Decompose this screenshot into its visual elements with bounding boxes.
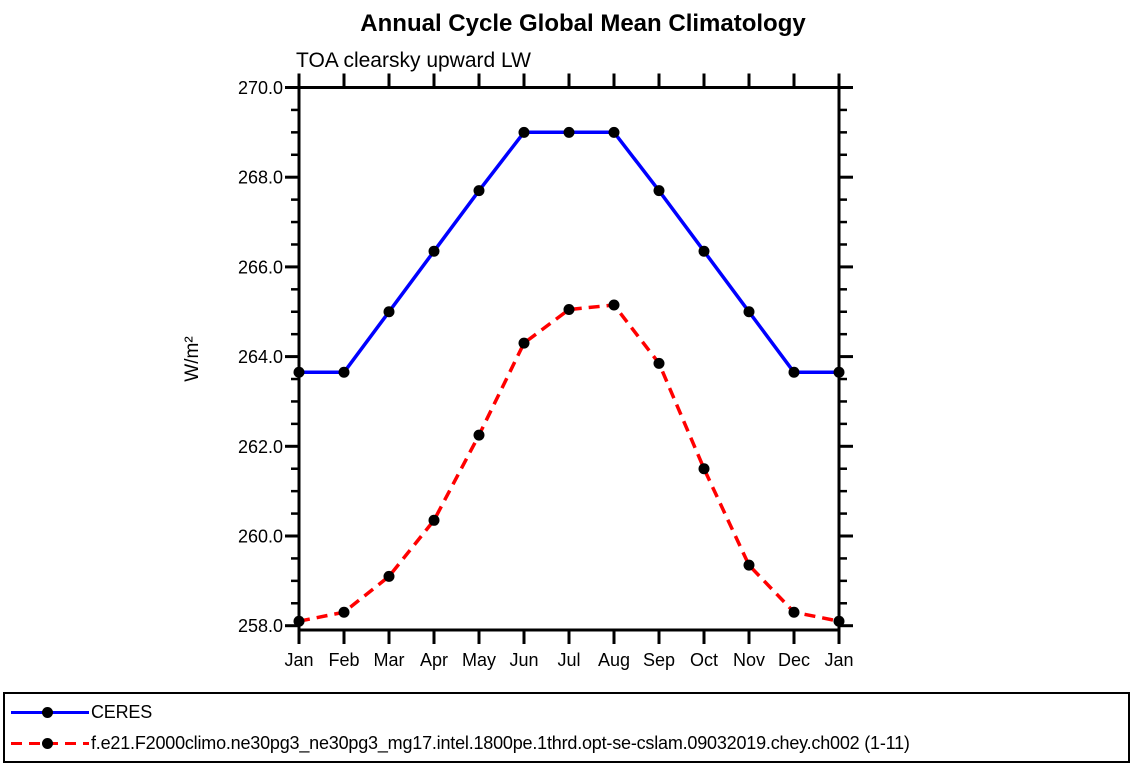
y-tick-label: 266.0 (238, 257, 283, 277)
data-point-marker (383, 570, 395, 582)
data-point-marker (653, 185, 665, 197)
plot-frame (297, 86, 841, 632)
chart-subtitle: TOA clearsky upward LW (296, 49, 531, 72)
data-point-marker (698, 463, 710, 475)
data-point-marker (473, 185, 485, 197)
data-point-marker (743, 306, 755, 318)
data-point-marker (338, 606, 350, 618)
y-tick-label: 258.0 (238, 616, 283, 636)
data-point-marker (653, 357, 665, 369)
x-tick-label: Feb (328, 650, 359, 670)
x-tick-label: Jul (557, 650, 580, 670)
data-point-marker (428, 245, 440, 257)
x-tick-label: Jan (824, 650, 853, 670)
y-tick-label: 262.0 (238, 437, 283, 457)
data-point-marker (698, 245, 710, 257)
x-tick-label: May (462, 650, 496, 670)
y-tick-labels: 258.0 260.0 262.0 264.0 266.0 268.0 270.0 (238, 78, 283, 636)
data-series (293, 126, 845, 627)
data-point-marker (338, 366, 350, 378)
x-tick-label: Apr (420, 650, 448, 670)
legend-item-model: f.e21.F2000climo.ne30pg3_ne30pg3_mg17.in… (11, 731, 1126, 755)
data-point-marker (428, 514, 440, 526)
data-point-marker (833, 615, 845, 627)
data-point-marker (293, 615, 305, 627)
data-point-marker (518, 337, 530, 349)
data-point-marker (788, 606, 800, 618)
y-tick-label: 270.0 (238, 78, 283, 98)
x-tick-label: Jan (284, 650, 313, 670)
y-tick-label: 268.0 (238, 168, 283, 188)
data-point-marker (788, 366, 800, 378)
x-tick-label: Aug (598, 650, 630, 670)
x-tick-label: Dec (778, 650, 810, 670)
data-point-marker (608, 126, 620, 138)
y-tick-label: 260.0 (238, 527, 283, 547)
data-point-marker (743, 559, 755, 571)
x-tick-label: Mar (374, 650, 405, 670)
legend: CERES f.e21.F2000climo.ne30pg3_ne30pg3_m… (3, 692, 1130, 763)
data-point-marker (383, 306, 395, 318)
x-tick-label: Oct (690, 650, 718, 670)
x-tick-label: Sep (643, 650, 675, 670)
chart-title: Annual Cycle Global Mean Climatology (360, 10, 806, 37)
data-point-marker (518, 126, 530, 138)
series-line-1 (298, 303, 840, 623)
axis-box (297, 86, 841, 632)
legend-item-ceres: CERES (11, 700, 1126, 724)
circle-marker-icon (42, 706, 53, 718)
legend-swatch-model (11, 731, 89, 755)
data-point-marker (608, 299, 620, 311)
data-point-marker (563, 304, 575, 316)
series-line-0 (299, 130, 839, 375)
data-point-marker (293, 366, 305, 378)
x-tick-labels: Jan Feb Mar Apr May Jun Jul Aug Sep Oct Nov Dec Jan (284, 650, 853, 670)
data-point-marker (833, 366, 845, 378)
y-axis-label: W/m² (182, 336, 203, 381)
data-point-marker (473, 429, 485, 441)
data-point-marker (563, 126, 575, 138)
y-axis-ticks (285, 86, 853, 628)
legend-swatch-ceres (11, 700, 89, 724)
x-tick-label: Jun (509, 650, 538, 670)
y-tick-label: 264.0 (238, 347, 283, 367)
annual-cycle-chart: Annual Cycle Global Mean Climatology TOA… (182, 10, 854, 670)
legend-label-model: f.e21.F2000climo.ne30pg3_ne30pg3_mg17.in… (91, 732, 910, 753)
circle-marker-icon (42, 737, 53, 749)
legend-label-ceres: CERES (91, 701, 153, 722)
x-axis-ticks (297, 73, 841, 644)
x-tick-label: Nov (733, 650, 765, 670)
